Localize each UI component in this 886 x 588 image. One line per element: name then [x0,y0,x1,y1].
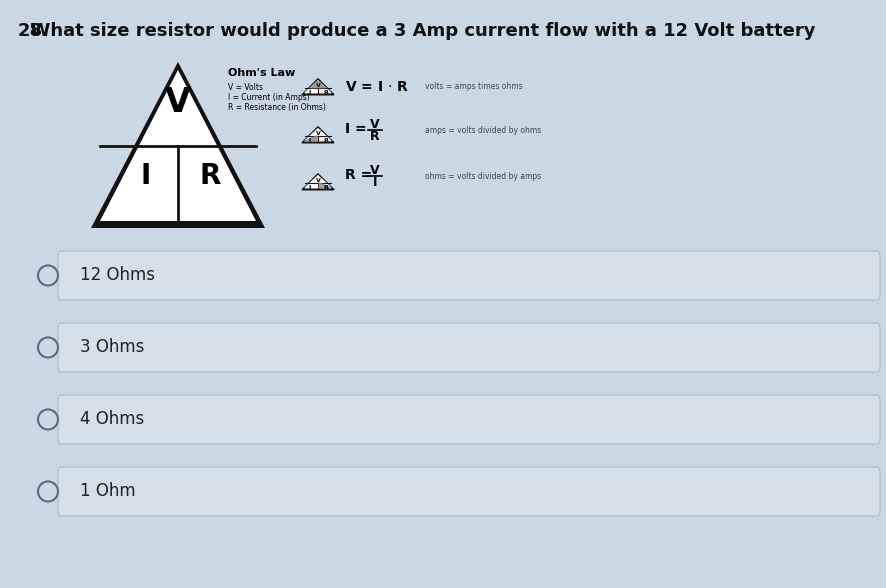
Text: R: R [369,130,379,143]
Text: 1 Ohm: 1 Ohm [80,483,136,500]
Text: I: I [308,138,311,143]
Text: I: I [372,176,377,189]
Text: volts = amps times ohms: volts = amps times ohms [424,82,522,91]
Text: R: R [323,90,328,95]
Polygon shape [319,183,330,188]
Text: 4 Ohms: 4 Ohms [80,410,144,429]
Text: R: R [323,185,328,190]
Text: I =: I = [345,122,366,136]
FancyBboxPatch shape [58,323,879,372]
Text: 28.: 28. [18,22,50,40]
Text: V = Volts: V = Volts [228,83,263,92]
Text: amps = volts divided by ohms: amps = volts divided by ohms [424,126,540,135]
Polygon shape [301,79,334,95]
Polygon shape [91,62,265,228]
Text: R =: R = [345,168,372,182]
Polygon shape [305,136,316,141]
Text: 12 Ohms: 12 Ohms [80,266,155,285]
Text: 3 Ohms: 3 Ohms [80,339,144,356]
Text: R = Resistance (in Ohms): R = Resistance (in Ohms) [228,103,325,112]
Text: I: I [308,185,311,190]
Polygon shape [301,127,334,143]
Text: V: V [315,131,320,136]
Text: V = I $\cdot$ R: V = I $\cdot$ R [345,80,408,94]
Polygon shape [301,174,334,190]
FancyBboxPatch shape [58,395,879,444]
FancyBboxPatch shape [58,467,879,516]
Text: V: V [315,178,320,183]
Text: What size resistor would produce a 3 Amp current flow with a 12 Volt battery: What size resistor would produce a 3 Amp… [18,22,814,40]
Text: V: V [369,164,379,177]
Text: I: I [141,162,151,189]
Text: V: V [315,83,320,88]
Polygon shape [310,81,325,88]
Polygon shape [305,129,330,141]
Polygon shape [100,70,256,221]
Polygon shape [305,176,330,188]
Text: V: V [369,118,379,131]
Text: R: R [323,138,328,143]
Text: Ohm's Law: Ohm's Law [228,68,295,78]
Text: V: V [165,85,190,119]
Text: I: I [308,90,311,95]
FancyBboxPatch shape [58,251,879,300]
Text: I = Current (in Amps): I = Current (in Amps) [228,93,309,102]
Text: R: R [199,162,221,189]
Polygon shape [305,81,330,93]
Text: ohms = volts divided by amps: ohms = volts divided by amps [424,172,540,181]
